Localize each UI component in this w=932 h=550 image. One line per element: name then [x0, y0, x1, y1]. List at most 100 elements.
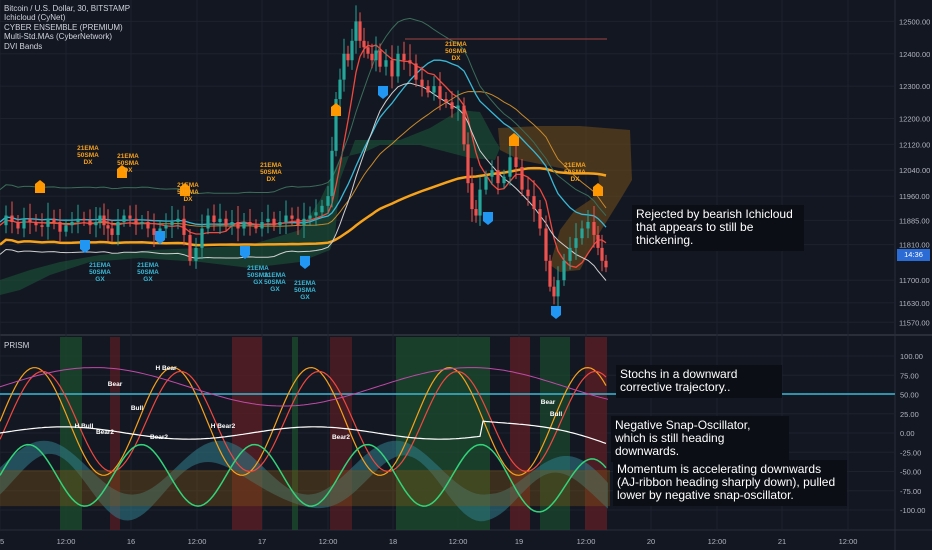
candle-body: [596, 234, 600, 248]
time-axis[interactable]: 15 12:00 16 12:00 17 12:00 18 12:00 19 12:00 20 12:…: [0, 537, 857, 546]
legend-title[interactable]: Bitcoin / U.S. Dollar, 30, BITSTAMP: [4, 4, 131, 13]
osc-tick: 100.00: [900, 352, 923, 361]
cross-label: DX: [266, 176, 276, 183]
candle-body: [532, 196, 536, 210]
candle-body: [456, 105, 460, 109]
candle-body: [134, 218, 138, 224]
candle-body: [146, 222, 150, 229]
candle-body: [140, 222, 144, 224]
rsi-line: [0, 367, 609, 407]
oscillator-axis[interactable]: 100.00 75.00 50.00 25.00 0.00 -25.00 -50.00 -75…: [900, 352, 925, 515]
candle-body: [378, 50, 382, 67]
cross-label: 21EMA: [264, 272, 286, 279]
cross-label: 21EMA: [137, 262, 159, 269]
legend-indicator[interactable]: Multi-Std.MAs (CyberNetwork): [4, 32, 113, 42]
divergence-label: Bull: [131, 405, 143, 412]
buy-marker: [240, 246, 250, 259]
oscillator-title[interactable]: PRISM: [4, 341, 30, 350]
candle-body: [206, 215, 210, 229]
buy-marker: [155, 231, 165, 244]
sell-marker: [331, 103, 341, 116]
candle-body: [474, 209, 478, 216]
cross-label: GX: [270, 286, 280, 293]
candle-body: [290, 215, 294, 219]
candle-body: [370, 53, 374, 61]
cross-label: 50SMA: [177, 189, 199, 196]
annotation-stochs: Stochs in a downward corrective trajecto…: [616, 365, 782, 398]
candle-body: [526, 189, 530, 197]
price-axis[interactable]: 12500.00 12400.00 12300.00 12200.00 12120.00…: [899, 17, 930, 327]
cross-label: DX: [183, 196, 193, 203]
time-tick: 12:00: [577, 537, 596, 546]
dvi-band-upper: [0, 17, 607, 217]
candle-body: [450, 102, 454, 109]
sell-marker: [35, 180, 45, 193]
cross-label: 21EMA: [564, 162, 586, 169]
candle-body: [420, 79, 424, 87]
candle-body: [490, 170, 494, 177]
cross-label: GX: [253, 279, 263, 286]
cross-label: 50SMA: [247, 272, 269, 279]
candle-body: [98, 215, 102, 222]
legend-indicator[interactable]: Ichicloud (CyNet): [4, 13, 66, 23]
snap-oscillator-line: [0, 420, 607, 444]
candle-body: [502, 176, 506, 184]
candle-body: [562, 260, 566, 281]
time-tick: 12:00: [319, 537, 338, 546]
annotation-snap-oscillator: Negative Snap-Oscillator, which is still…: [611, 416, 789, 462]
time-tick: 12:00: [708, 537, 727, 546]
candle-body: [230, 222, 234, 226]
candle-body: [254, 225, 258, 229]
price-tick: 12500.00: [899, 17, 930, 26]
cross-label: 50SMA: [137, 269, 159, 276]
candle-body: [320, 205, 324, 213]
time-tick: 12:00: [839, 537, 858, 546]
candle-body: [574, 238, 578, 248]
candle-body: [248, 222, 252, 226]
candle-body: [236, 222, 240, 229]
cross-label: 50SMA: [264, 279, 286, 286]
osc-tick: 50.00: [900, 391, 919, 400]
candle-body: [308, 215, 312, 219]
candle-body: [538, 209, 542, 229]
sell-marker: [509, 133, 519, 146]
signal-labels: 21EMA50SMADX21EMA50SMADX21EMA50SMADX21EM…: [75, 41, 587, 441]
candle-body: [200, 228, 204, 248]
divergence-label: Bear2: [96, 429, 114, 436]
candle-body: [514, 157, 518, 167]
cross-label: 21EMA: [177, 182, 199, 189]
candle-body: [478, 189, 482, 216]
cross-label: GX: [300, 294, 310, 301]
candle-body: [496, 170, 500, 184]
price-tick: 11700.00: [899, 276, 930, 285]
price-tick: 11630.00: [899, 299, 930, 308]
candle-body: [88, 220, 92, 226]
candle-body: [224, 218, 228, 226]
divergence-label: Bear2: [150, 434, 168, 441]
candle-body: [242, 222, 246, 229]
divergence-label: Bear: [108, 381, 123, 388]
time-tick: 17: [258, 537, 266, 546]
buy-marker: [483, 212, 493, 225]
candle-body: [70, 222, 74, 226]
legend-indicator[interactable]: CYBER ENSEMBLE (PREMIUM): [4, 22, 123, 32]
candle-body: [586, 222, 590, 229]
buy-marker: [551, 306, 561, 319]
legend-indicator[interactable]: DVI Bands: [4, 41, 43, 51]
annotation-momentum: Momentum is accelerating downwards (AJ-r…: [613, 460, 847, 506]
candle-body: [28, 218, 32, 222]
momentum-line: [0, 443, 607, 513]
candle-body: [346, 53, 350, 61]
time-tick: 15: [0, 537, 4, 546]
price-tick: 12200.00: [899, 114, 930, 123]
price-tick: 12120.00: [899, 140, 930, 149]
candle-body: [390, 60, 394, 77]
candle-body: [600, 247, 604, 261]
signal-markers: [35, 38, 607, 319]
sell-marker: [180, 183, 190, 196]
candle-body: [374, 50, 378, 61]
candle-body: [164, 225, 168, 229]
annotation-ichicloud: Rejected by bearish Ichicloud that appea…: [632, 205, 804, 251]
osc-tick: 75.00: [900, 371, 919, 380]
cross-label: 21EMA: [260, 162, 282, 169]
